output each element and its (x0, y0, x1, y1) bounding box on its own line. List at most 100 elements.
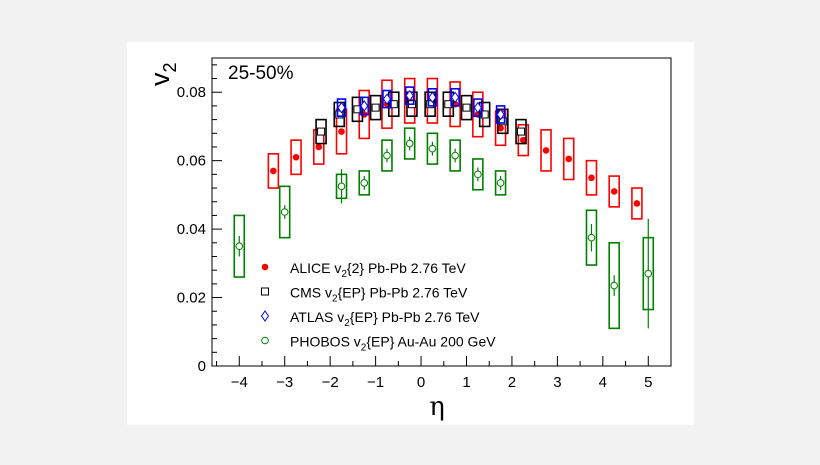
data-point (517, 127, 526, 136)
plot-border (211, 57, 672, 367)
axes: −4 −3 −2 −1 0 1 2 3 4 5 0 0.02 0.04 0.06 0.08 (177, 64, 672, 391)
legend-label: PHOBOS v2{EP} Au-Au 200 GeV (290, 334, 496, 354)
systematic-box (369, 94, 382, 121)
systematic-box (387, 91, 400, 117)
legend-label: ALICE v2{2} Pb-Pb 2.76 TeV (290, 260, 466, 280)
data-point (315, 143, 323, 151)
data-point (644, 269, 653, 278)
data-point (588, 174, 595, 182)
systematic-box (278, 185, 291, 239)
systematic-box (585, 159, 598, 196)
x-tick-label: 0 (417, 374, 425, 391)
legend-item: CMS v2{EP} Pb-Pb 2.76 TeV (261, 285, 468, 305)
y-axis-label-sub: 2 (160, 62, 180, 72)
data-point (473, 101, 482, 114)
data-point (610, 281, 618, 290)
data-point (496, 179, 505, 187)
x-tick-label: −2 (322, 374, 339, 391)
data-point (360, 179, 369, 187)
legend-label: ATLAS v2{EP} Pb-Pb 2.76 TeV (290, 309, 480, 329)
x-tick-label: 4 (599, 374, 607, 391)
data-point (633, 200, 641, 207)
data-point (338, 128, 345, 135)
systematic-box (424, 91, 436, 117)
data-point (371, 103, 380, 112)
systematic-box (315, 118, 327, 145)
chart-svg: −4 −3 −2 −1 0 1 2 3 4 5 0 0.02 0.04 0.06 0.08 25-50% v… (145, 57, 672, 422)
data-point (451, 91, 460, 104)
systematic-box (267, 153, 280, 189)
legend-item: ATLAS v2{EP} Pb-Pb 2.76 TeV (260, 309, 480, 329)
centrality-annotation: 25-50% (228, 63, 294, 84)
data-point (270, 167, 277, 175)
data-point (261, 336, 269, 345)
series-2 (336, 86, 506, 124)
x-tick-label: 3 (553, 374, 561, 391)
systematic-box (497, 108, 509, 135)
y-tick-label: 0 (198, 358, 206, 375)
data-point (317, 127, 326, 136)
systematic-box (562, 137, 575, 181)
data-point (426, 100, 435, 109)
systematic-box (494, 170, 507, 196)
data-point (382, 93, 392, 105)
data-point (474, 170, 482, 179)
legend: ALICE v2{2} Pb-Pb 2.76 TeV CMS v2{EP} Pb-… (260, 260, 496, 354)
data-point (292, 153, 300, 161)
data-point (260, 310, 270, 322)
x-tick-label: −3 (276, 374, 293, 391)
systematic-box (540, 129, 552, 172)
data-point (542, 147, 550, 154)
legend-label: CMS v2{EP} Pb-Pb 2.76 TeV (290, 285, 468, 305)
systematic-box (426, 132, 439, 165)
systematic-box (358, 89, 371, 140)
x-tick-label: −4 (231, 374, 248, 391)
data-point (428, 144, 437, 153)
systematic-box (585, 209, 598, 266)
figure-panel: −4 −3 −2 −1 0 1 2 3 4 5 0 0.02 0.04 0.06 0.08 25-50% v… (127, 42, 694, 425)
series-3 (233, 127, 655, 330)
systematic-box (478, 101, 491, 128)
x-tick-label: 2 (508, 374, 516, 391)
systematic-box (608, 242, 620, 330)
x-tick-label: 5 (644, 374, 652, 391)
systematic-box (290, 139, 302, 176)
data-point (451, 151, 459, 160)
chart-marks (233, 77, 655, 330)
data-point (337, 182, 346, 191)
systematic-box (515, 118, 527, 145)
data-point (261, 287, 269, 296)
legend-item: PHOBOS v2{EP} Au-Au 200 GeV (261, 334, 496, 354)
y-tick-label: 0.08 (177, 84, 206, 101)
x-axis-label: η (429, 392, 445, 422)
systematic-box (472, 158, 484, 191)
data-point (360, 100, 369, 112)
systematic-box (517, 123, 530, 157)
systematic-box (449, 139, 461, 172)
plot-frame (211, 57, 672, 367)
systematic-box (233, 214, 246, 278)
systematic-box (608, 175, 620, 208)
series-1 (315, 91, 527, 145)
data-point (587, 233, 596, 242)
data-point (610, 188, 618, 195)
systematic-box (403, 127, 416, 160)
legend-item: ALICE v2{2} Pb-Pb 2.76 TeV (261, 260, 466, 280)
systematic-box (381, 139, 393, 172)
data-point (428, 91, 437, 104)
systematic-box (460, 94, 473, 121)
data-point (520, 136, 527, 144)
y-tick-label: 0.06 (177, 153, 206, 170)
data-point (280, 208, 289, 216)
data-point (335, 110, 344, 119)
data-point (261, 263, 269, 271)
data-point (496, 108, 505, 121)
systematic-box (358, 170, 371, 196)
y-tick-label: 0.04 (177, 221, 206, 238)
systematic-box (333, 101, 346, 128)
data-point (383, 151, 391, 160)
data-point (405, 139, 414, 148)
x-tick-label: −1 (367, 374, 384, 391)
data-point (498, 117, 507, 126)
y-axis-label-main: v (145, 72, 175, 86)
